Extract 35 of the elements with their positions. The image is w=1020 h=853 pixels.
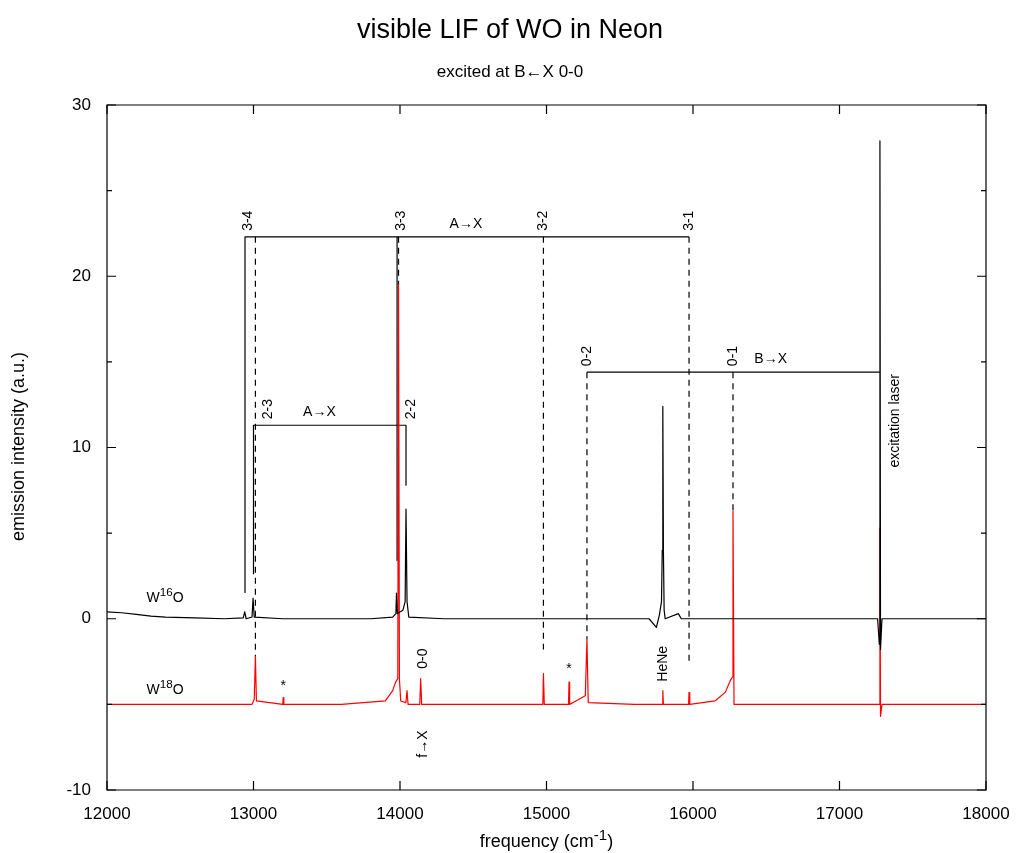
x-tick-label: 16000 [669, 803, 717, 823]
x-axis-title: frequency (cm$^{-1}$) [478, 826, 615, 852]
annotation: HeNe [653, 645, 670, 682]
chart-subtitle: excited at B←X 0-0 [435, 62, 585, 82]
annotation: 0-2 [577, 345, 594, 367]
series-label: W$^{16}$O [146, 584, 184, 605]
x-tick-label: 12000 [83, 803, 131, 823]
y-tick-label: 30 [72, 94, 91, 114]
y-tick-label: -10 [66, 779, 91, 799]
y-tick-label: 20 [72, 265, 91, 285]
annotation: excitation laser [885, 373, 902, 468]
annotation: A→X [449, 214, 483, 231]
series-label: W$^{18}$O [146, 677, 184, 697]
annotation: 3-4 [238, 210, 255, 231]
annotation: 2-3 [259, 398, 276, 420]
chart-title: visible LIF of WO in Neon [355, 14, 665, 45]
y-tick-label: 10 [72, 437, 91, 457]
x-tick-label: 15000 [522, 803, 571, 823]
annotation: * [566, 659, 573, 676]
annotation: 3-1 [679, 210, 696, 231]
annotation: 3-2 [534, 210, 551, 231]
annotation: 0-1 [723, 345, 740, 367]
y-tick-label: 0 [81, 608, 91, 628]
x-tick-label: 14000 [376, 803, 424, 823]
annotation: * [280, 677, 287, 694]
x-tick-label: 13000 [229, 803, 278, 823]
y-axis-title: emission intensity (a.u.) [7, 350, 29, 544]
annotation: 0-0 [413, 648, 430, 669]
annotation: 2-2 [401, 398, 418, 420]
annotation: f→X [413, 729, 430, 758]
annotation: 3-3 [391, 210, 408, 231]
annotation: A→X [303, 403, 337, 420]
x-tick-label: 17000 [815, 803, 864, 823]
annotation: B→X [754, 350, 788, 367]
x-tick-label: 18000 [962, 803, 1010, 823]
